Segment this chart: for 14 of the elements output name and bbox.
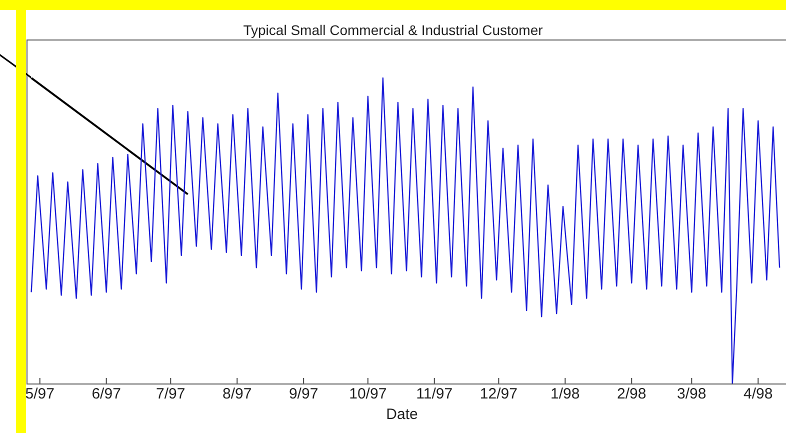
x-tick-label: 5/97	[25, 386, 54, 403]
x-tick-label: 4/98	[744, 386, 773, 403]
chart-title: Typical Small Commercial & Industrial Customer	[242, 22, 544, 38]
x-tick-label: 1/98	[550, 386, 580, 403]
x-tick-label: 2/98	[617, 386, 646, 403]
x-axis-title: Date	[385, 406, 419, 423]
x-tick-label: 3/98	[677, 386, 706, 403]
x-tick-label: 8/97	[222, 386, 252, 403]
x-tick-label: 9/97	[288, 386, 318, 403]
x-tick-label: 7/97	[156, 386, 186, 403]
x-tick-label: 11/97	[416, 386, 453, 403]
x-tick-label: 12/97	[480, 386, 518, 403]
x-tick-label: 6/97	[92, 386, 121, 403]
x-tick-label: 10/97	[349, 386, 387, 403]
